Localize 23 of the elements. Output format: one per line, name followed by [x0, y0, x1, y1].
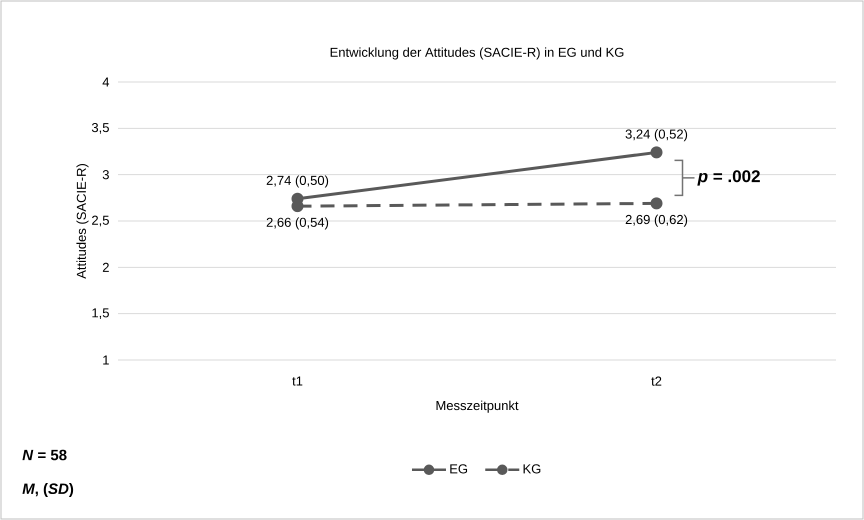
y-tick-label: 2,5 — [92, 216, 109, 226]
y-axis-title: Attitudes (SACIE-R) — [76, 164, 89, 279]
text: M, (SD) — [22, 483, 74, 497]
y-tick-label: 3 — [102, 170, 109, 180]
x-tick-label: t2 — [651, 376, 662, 386]
data-label: 2,66 (0,54) — [266, 217, 328, 230]
x-tick-label: t1 — [292, 376, 302, 386]
point — [650, 197, 663, 210]
annotation: p = .002 — [697, 170, 760, 186]
y-tick-label: 1,5 — [92, 308, 109, 319]
data-label: 2,69 (0,62) — [626, 214, 688, 227]
y-tick-label: 4 — [102, 78, 110, 86]
text: N = 58 — [22, 450, 67, 460]
y-tick-label: 3,5 — [92, 122, 109, 134]
chart-title: Entwicklung der Attitudes (SACIE-R) in EG und KG — [330, 47, 624, 60]
legend-label: KG — [524, 464, 540, 474]
y-tick-label: 2 — [102, 262, 109, 272]
point — [650, 146, 663, 158]
data-label: 2,74 (0,50) — [266, 175, 328, 188]
data-label: 3,24 (0,52) — [626, 129, 688, 142]
y-tick-label: 1 — [103, 356, 109, 364]
legend-label: EG — [450, 464, 468, 474]
x-axis-title: Messzeitpunkt — [436, 400, 518, 413]
